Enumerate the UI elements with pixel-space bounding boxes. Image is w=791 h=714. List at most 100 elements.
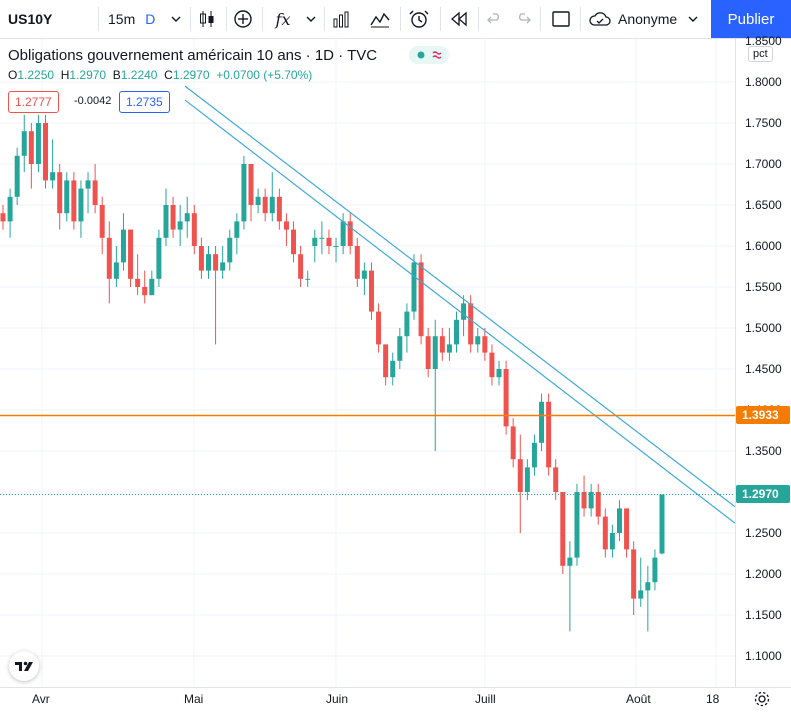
account-label: Anonyme <box>618 11 678 27</box>
fx-icon[interactable]: fx <box>275 9 291 29</box>
candle-body <box>581 492 587 509</box>
symbol-search-button[interactable]: US10Y <box>8 11 53 27</box>
candle-body <box>248 164 254 205</box>
candle-body <box>113 262 119 279</box>
candle-body <box>418 262 424 337</box>
candle-body <box>21 131 27 156</box>
candle-body <box>142 287 148 296</box>
candle-body <box>368 270 374 312</box>
interval-button[interactable]: 15m D <box>108 0 155 38</box>
alert-icon[interactable] <box>406 0 432 38</box>
candle-body <box>170 205 176 230</box>
candle-body <box>446 344 452 353</box>
candle-body <box>652 557 658 583</box>
price-tick-label: 1.5500 <box>745 280 782 294</box>
candle-body <box>376 311 382 345</box>
candle-body <box>319 237 325 239</box>
candle-body <box>616 508 622 533</box>
toolbar-divider <box>478 7 479 31</box>
candle-body <box>276 196 282 222</box>
price-tick-label: 1.6000 <box>745 239 782 253</box>
toolbar-divider <box>262 7 263 31</box>
time-tick-label: Mai <box>184 692 204 706</box>
candle-body <box>255 196 261 205</box>
chevron-down-icon[interactable] <box>302 0 320 38</box>
price-axis[interactable] <box>735 39 791 687</box>
time-tick-label: Avr <box>32 692 50 706</box>
chart-pane[interactable] <box>0 39 735 687</box>
fullscreen-icon[interactable] <box>550 0 572 38</box>
candle-body <box>163 205 169 238</box>
candle-body <box>291 229 297 255</box>
candle-body <box>35 123 41 164</box>
candle-body <box>120 229 126 263</box>
top-toolbar: US10Y 15m D fx Anonym <box>0 0 791 39</box>
trendline <box>184 99 735 524</box>
candle-body <box>496 369 502 378</box>
gear-icon[interactable] <box>753 690 771 711</box>
candle-body <box>57 172 63 214</box>
toolbar-divider <box>400 7 401 31</box>
time-tick-label: Juin <box>326 692 349 706</box>
candle-body <box>213 254 219 271</box>
spread-value: -0.0042 <box>74 95 112 107</box>
candle-body <box>560 492 566 566</box>
candle-body <box>383 344 389 378</box>
candle-body <box>326 237 332 246</box>
candle-body <box>595 492 601 517</box>
candle-body <box>333 246 339 247</box>
undo-icon[interactable] <box>484 0 506 38</box>
candle-body <box>361 270 367 279</box>
price-tick-label: 1.5000 <box>745 321 782 335</box>
chevron-down-icon[interactable] <box>166 0 186 38</box>
series-title: Obligations gouvernement américain 10 an… <box>8 47 378 64</box>
price-tick-label: 1.7000 <box>745 157 782 171</box>
toolbar-divider <box>324 7 325 31</box>
candle-body <box>156 237 162 279</box>
candle-body <box>191 213 197 246</box>
candle-body <box>517 459 523 492</box>
sell-price-button[interactable]: 1.2777 <box>8 91 59 113</box>
candle-body <box>28 131 34 164</box>
redo-icon[interactable] <box>512 0 534 38</box>
tradingview-logo[interactable] <box>9 651 39 681</box>
compare-icon[interactable] <box>368 0 392 38</box>
candle-body <box>638 590 644 599</box>
candle-body <box>439 336 445 353</box>
candle-body <box>461 303 467 320</box>
change-value: +0.0700 (+5.70%) <box>216 68 313 82</box>
price-tick-label: 1.1000 <box>745 649 782 663</box>
toolbar-divider <box>98 7 99 31</box>
market-status-pill[interactable] <box>409 46 449 64</box>
candle-body <box>631 549 637 599</box>
account-button[interactable]: Anonyme <box>588 0 704 38</box>
low-value: 1.2240 <box>120 68 158 82</box>
toolbar-divider <box>580 7 581 31</box>
price-chart[interactable] <box>0 39 735 687</box>
candle-body <box>220 262 226 271</box>
candle-body <box>468 303 474 345</box>
toolbar-divider <box>226 7 227 31</box>
unit-label[interactable]: pct <box>748 46 773 62</box>
candle-body <box>262 196 268 214</box>
candle-body <box>553 467 559 492</box>
candle-body <box>489 352 495 378</box>
price-tick-label: 1.2500 <box>745 526 782 540</box>
replay-icon[interactable] <box>448 0 470 38</box>
toolbar-divider <box>190 7 191 31</box>
publish-button[interactable]: Publier <box>711 0 791 38</box>
candle-body <box>269 196 275 214</box>
add-indicator-icon[interactable] <box>232 0 254 38</box>
candle-body <box>397 336 403 361</box>
cloud-icon <box>589 12 611 26</box>
candle-body <box>645 582 651 591</box>
horizontal-line-price-tag: 1.3933 <box>736 406 790 425</box>
candle-body <box>227 237 233 263</box>
time-axis[interactable] <box>0 687 791 714</box>
buy-price-button[interactable]: 1.2735 <box>119 91 170 113</box>
bar-chart-icon[interactable] <box>330 0 352 38</box>
candles-icon[interactable] <box>196 0 218 38</box>
candle-body <box>531 442 537 468</box>
candle-body <box>510 426 516 460</box>
candle-body <box>609 533 615 550</box>
